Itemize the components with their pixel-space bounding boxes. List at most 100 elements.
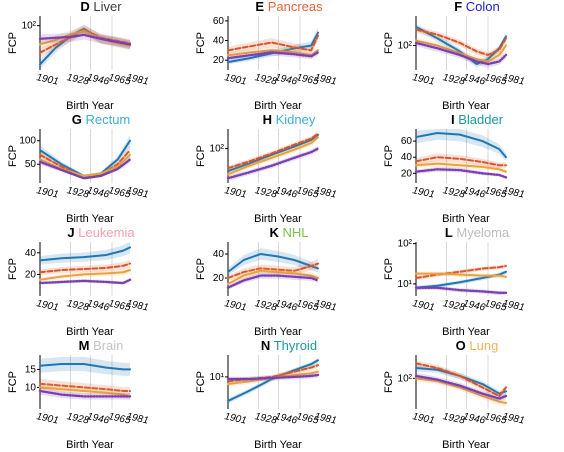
series-band (40, 30, 130, 50)
x-tick-label: 1965 (483, 72, 507, 87)
series-line (39, 363, 131, 371)
series-line (38, 33, 132, 46)
panel-bladder: I Bladder Birth Year 20 40 60 FCP 1901 1928 1946… (376, 113, 564, 226)
panel-name: Thyroid (273, 338, 318, 353)
x-axis-label: Birth Year (442, 213, 490, 225)
x-tick-label: 1946 (86, 411, 110, 426)
x-tick-label: 1946 (274, 411, 298, 426)
x-tick-label: 1946 (86, 72, 110, 87)
series-band (40, 259, 130, 276)
series-line (415, 156, 507, 167)
panel-title: K NHL (234, 226, 344, 240)
series-band (40, 27, 130, 51)
panel-name: Kidney (275, 112, 316, 127)
x-axis-label: Birth Year (442, 100, 490, 112)
series-line (226, 373, 320, 381)
panel-title: F Colon (422, 0, 532, 14)
series-line (39, 386, 131, 398)
x-tick-label: 1901 (223, 185, 247, 200)
x-tick-label: 1901 (223, 411, 247, 426)
panel-lung: O Lung Birth Year 10² FCP 1901 1928 1946 1965 19… (376, 339, 564, 452)
x-tick-label: 1965 (295, 72, 319, 87)
x-tick-label: 1946 (274, 185, 298, 200)
x-tick-label: 1928 (442, 185, 466, 200)
y-tick-label: 20 (213, 55, 225, 66)
series-line (39, 149, 131, 179)
x-tick-label: 1901 (411, 411, 435, 426)
series-band (228, 248, 318, 276)
panel-nhl: K NHL Birth Year 20 40 FCP 1901 1928 1946 1965 19… (188, 226, 376, 339)
x-tick-label: 1928 (442, 72, 466, 87)
y-tick-label: 20 (213, 273, 225, 284)
panel-name: Rectum (85, 112, 131, 127)
x-axis-label: Birth Year (66, 326, 114, 338)
series-line (39, 246, 131, 262)
series-band (416, 37, 506, 65)
x-tick-label: 1981 (313, 185, 337, 200)
x-tick-label: 1901 (411, 298, 435, 313)
series-line (415, 362, 507, 397)
x-tick-label: 1946 (462, 298, 486, 313)
y-axis-label: FCP (7, 258, 19, 280)
x-tick-label: 1901 (411, 185, 435, 200)
y-axis-label: FCP (7, 371, 19, 393)
y-tick-label: 15 (25, 364, 37, 375)
series-line (39, 269, 131, 281)
panel-letter: L (444, 225, 453, 240)
panel-letter: I (450, 112, 455, 127)
y-tick-label: 10¹ (210, 372, 225, 383)
y-axis-label: FCP (195, 145, 207, 167)
y-tick-label: 10² (398, 239, 413, 250)
series-line (38, 158, 132, 180)
y-axis-label: FCP (195, 371, 207, 393)
x-tick-label: 1928 (254, 185, 278, 200)
series-line (38, 278, 132, 285)
series-band (416, 375, 506, 407)
x-tick-label: 1965 (483, 298, 507, 313)
x-tick-label: 1928 (66, 185, 90, 200)
panel-name: Bladder (458, 112, 504, 127)
panel-letter: D (80, 0, 90, 14)
series-line (415, 377, 507, 404)
x-axis-label: Birth Year (66, 100, 114, 112)
series-line (227, 133, 319, 173)
panel-pancreas: E Pancreas Birth Year 20 40 60 FCP 1901 1928 194… (188, 0, 376, 113)
series-line (415, 264, 507, 280)
x-tick-label: 1901 (411, 72, 435, 87)
x-tick-label: 1901 (35, 298, 59, 313)
series-line (38, 389, 132, 398)
panel-brain: M Brain Birth Year 10 15 FCP 1901 1928 1946 1965… (0, 339, 188, 452)
x-tick-label: 1901 (223, 298, 247, 313)
y-axis-label: FCP (195, 258, 207, 280)
y-axis-label: FCP (7, 32, 19, 54)
y-axis-label: FCP (383, 371, 395, 393)
x-tick-label: 1965 (483, 185, 507, 200)
y-tick-label: 10 (25, 382, 37, 393)
x-tick-label: 1928 (254, 298, 278, 313)
panel-letter: M (78, 338, 90, 353)
panel-colon: F Colon Birth Year 10² FCP 1901 1928 1946 1965 1… (376, 0, 564, 113)
series-line (226, 147, 320, 180)
x-tick-label: 1981 (125, 185, 149, 200)
series-band (416, 365, 506, 397)
y-axis-label: FCP (383, 258, 395, 280)
x-tick-label: 1981 (313, 72, 337, 87)
x-tick-label: 1981 (501, 72, 525, 87)
y-tick-label: 60 (401, 136, 413, 147)
x-axis-label: Birth Year (254, 326, 302, 338)
y-tick-label: 40 (25, 248, 37, 259)
panel-name: Liver (93, 0, 122, 14)
panel-letter: E (255, 0, 265, 14)
panel-title: D Liver (46, 0, 156, 14)
x-tick-label: 1946 (86, 298, 110, 313)
y-tick-label: 20 (401, 168, 413, 179)
series-line (414, 168, 508, 179)
x-tick-label: 1946 (274, 72, 298, 87)
